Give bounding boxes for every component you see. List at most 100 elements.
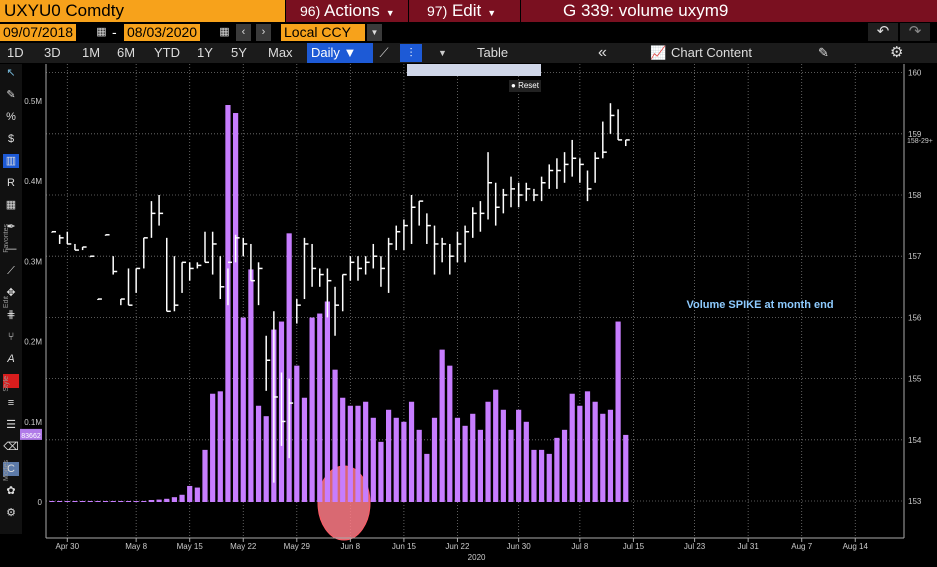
volume-bar — [202, 449, 208, 502]
period-button-6m[interactable]: 6M — [117, 45, 136, 60]
percent-icon[interactable]: % — [6, 111, 16, 123]
grid-icon[interactable]: ▦ — [5, 199, 17, 211]
price-bar — [517, 182, 523, 208]
previous-arrow-icon[interactable]: ‹ — [236, 24, 251, 41]
annotation-toolbar[interactable] — [407, 64, 541, 76]
frequency-select[interactable]: Daily ▼ — [307, 43, 373, 63]
volume-bar — [347, 405, 353, 502]
volume-bar — [516, 409, 522, 502]
price-bar — [273, 311, 278, 483]
volume-bar — [156, 499, 162, 502]
end-date-field[interactable]: 08/03/2020 — [124, 24, 201, 41]
settings-small-icon[interactable]: ⚙ — [6, 507, 16, 519]
period-button-max[interactable]: Max — [268, 45, 293, 60]
period-button-ytd[interactable]: YTD — [154, 45, 180, 60]
price-bar — [625, 139, 630, 147]
volume-bar — [500, 409, 506, 502]
price-bar — [89, 255, 95, 258]
price-bar — [357, 256, 362, 281]
volume-bar — [401, 421, 407, 502]
pencil-icon[interactable]: ✎ — [6, 89, 16, 101]
period-button-1d[interactable]: 1D — [7, 45, 24, 60]
undo-icon[interactable]: ↶ — [868, 23, 898, 41]
volume-bar — [324, 301, 330, 502]
collapse-left-icon[interactable]: « — [598, 44, 607, 61]
edit-menu[interactable]: 97) Edit ▼ — [427, 0, 496, 22]
channel-icon[interactable]: ⋕ — [6, 309, 16, 321]
price-bar — [188, 262, 194, 281]
brush-icon[interactable]: ✒ — [6, 221, 16, 233]
edit-chart-icon[interactable]: ✎ — [818, 45, 829, 60]
bars-icon[interactable]: ▥ — [3, 154, 19, 168]
left-axis-tick-label: 0.1M — [24, 418, 42, 427]
gear-icon[interactable]: ⚙ — [890, 44, 904, 61]
x-axis-tick-label: Jun 30 — [507, 542, 532, 551]
edit-menu-number: 97) — [427, 3, 448, 19]
start-date-field[interactable]: 09/07/2018 — [0, 24, 77, 41]
chart-content-button[interactable]: Chart Content — [671, 45, 752, 60]
price-bar — [319, 268, 324, 287]
volume-bar — [370, 417, 376, 502]
volume-bar — [600, 413, 606, 502]
next-arrow-icon[interactable]: › — [256, 24, 271, 41]
table-button[interactable]: Table — [477, 45, 509, 60]
volume-bar — [240, 317, 246, 502]
r-icon[interactable]: R — [7, 177, 15, 189]
x-axis-tick-label: May 29 — [284, 542, 311, 551]
left-axis-tick-label: 0.4M — [24, 177, 42, 186]
price-bar — [433, 225, 439, 275]
line-chart-icon[interactable]: ⟋ — [379, 45, 389, 60]
move-icon[interactable]: ✥ — [6, 287, 16, 299]
period-button-1y[interactable]: 1Y — [197, 45, 213, 60]
volume-bar — [462, 425, 468, 502]
volume-bar — [615, 321, 621, 502]
price-bar — [372, 243, 378, 269]
fork-icon[interactable]: ⑂ — [7, 331, 15, 343]
volume-bar — [508, 429, 514, 502]
price-bar — [609, 103, 615, 134]
right-axis-tick-label: 159 — [908, 130, 922, 139]
volume-bar — [623, 434, 629, 502]
caret-down-icon[interactable]: ▼ — [367, 24, 382, 41]
security-ticker[interactable]: UXYU0 Comdty — [0, 0, 285, 22]
x-axis-tick-label: Jul 15 — [623, 542, 645, 551]
line-tool-icon[interactable]: ― — [5, 243, 17, 255]
window-title: G 339: volume uxym9 — [563, 1, 729, 20]
calendar-icon[interactable]: ▦ — [219, 26, 230, 38]
currency-select[interactable]: Local CCY — [281, 24, 365, 41]
period-button-3d[interactable]: 3D — [44, 45, 61, 60]
eraser-icon[interactable]: ⌫ — [3, 441, 19, 453]
color-swatch-icon[interactable] — [3, 374, 19, 388]
line-weight-icon[interactable]: ☰ — [6, 419, 16, 431]
price-bar — [548, 164, 554, 189]
dollar-icon[interactable]: $ — [7, 133, 15, 145]
volume-bar — [87, 501, 93, 502]
volume-bar — [49, 501, 55, 502]
text-tool-icon[interactable]: A — [7, 353, 15, 365]
period-button-1m[interactable]: 1M — [82, 45, 101, 60]
volume-bar — [332, 369, 338, 502]
volume-bar — [523, 421, 529, 502]
trendline-icon[interactable]: ⟋ — [7, 265, 15, 277]
cursor-icon[interactable]: ↖ — [6, 67, 16, 79]
price-bar — [296, 299, 301, 324]
x-axis-tick-label: Jun 22 — [445, 542, 470, 551]
actions-menu-number: 96) — [300, 3, 321, 19]
period-button-5y[interactable]: 5Y — [231, 45, 247, 60]
price-bar — [556, 158, 561, 189]
redo-icon[interactable]: ↷ — [900, 23, 930, 41]
calendar-icon[interactable]: ▦ — [96, 26, 107, 38]
reset-button[interactable]: ● Reset — [509, 80, 541, 92]
volume-bar — [164, 498, 170, 502]
palette-icon[interactable]: ✿ — [6, 485, 16, 497]
edit-label: Edit — [3, 296, 10, 309]
price-bar — [143, 237, 148, 269]
bar-chart-icon[interactable]: ⫶ — [400, 44, 422, 62]
line-style-icon[interactable]: ≡ — [7, 397, 15, 409]
c-mode-icon[interactable]: C — [3, 462, 19, 476]
volume-bar — [424, 453, 430, 502]
price-bar — [364, 256, 370, 275]
caret-down-icon[interactable]: ▼ — [438, 48, 447, 58]
actions-menu[interactable]: 96) Actions ▼ — [300, 0, 395, 22]
